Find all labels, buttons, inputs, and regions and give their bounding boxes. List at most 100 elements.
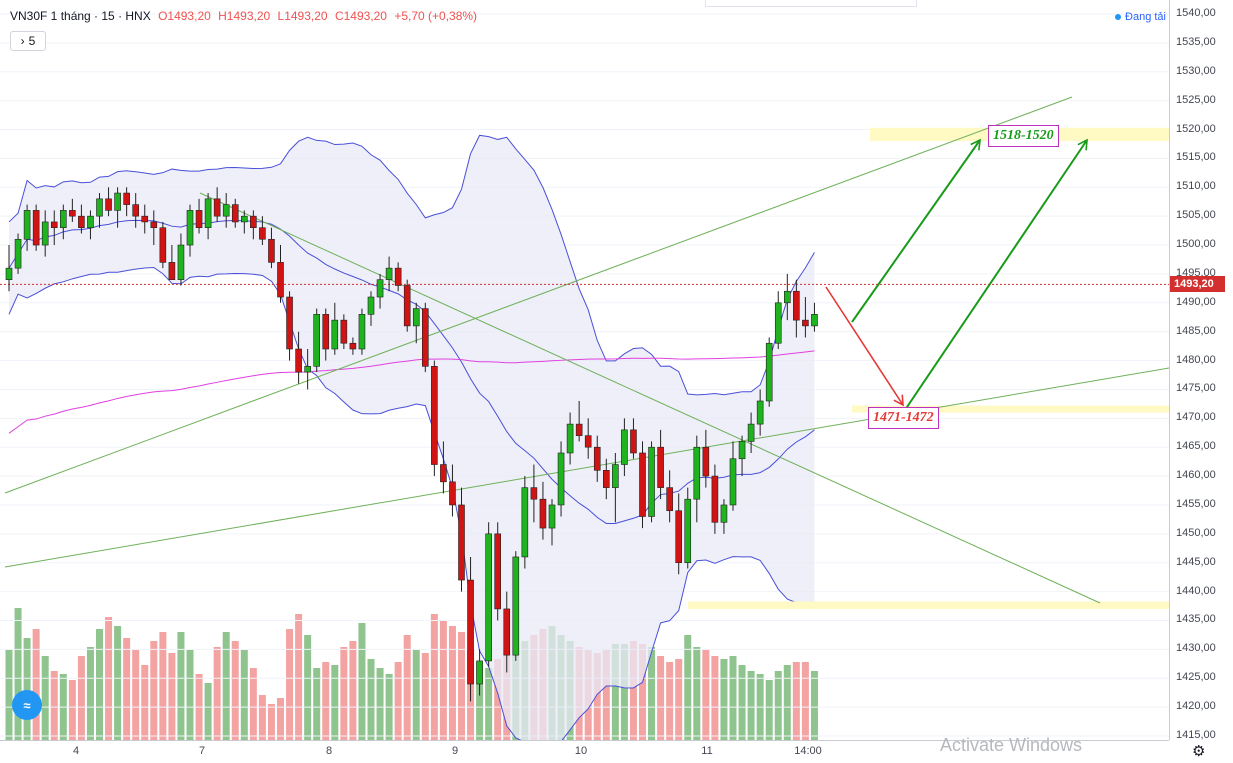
candle-body xyxy=(421,308,429,367)
price-chart[interactable] xyxy=(0,0,1169,740)
volume-bar xyxy=(50,671,58,740)
indicators-collapse-button[interactable]: › 5 xyxy=(10,31,46,51)
volume-bar xyxy=(168,653,176,740)
gear-icon[interactable]: ⚙ xyxy=(1192,743,1206,760)
x-tick-label: 10 xyxy=(574,745,588,757)
candle-body xyxy=(584,435,592,448)
candle-body xyxy=(114,192,121,211)
y-tick-label: 1465,00 xyxy=(1176,440,1216,453)
candle-body xyxy=(747,423,755,442)
change-value: +5,70 (+0,38%) xyxy=(394,9,478,23)
volume-bar xyxy=(666,662,674,740)
symbol-label[interactable]: VN30F 1 tháng · 15 · HNX xyxy=(10,9,151,23)
y-tick-label: 1475,00 xyxy=(1176,382,1216,395)
candle-body xyxy=(159,227,167,263)
chevron-right-icon: › xyxy=(20,34,25,48)
candle-body xyxy=(186,210,194,246)
loading-status: Đang tải xyxy=(1115,11,1166,23)
volume-bar xyxy=(14,608,22,740)
candle-body xyxy=(14,238,22,269)
candle-body xyxy=(141,215,149,223)
candle-body xyxy=(132,204,139,217)
y-tick-label: 1485,00 xyxy=(1176,324,1216,337)
volume-bar xyxy=(132,650,140,740)
candle-body xyxy=(702,446,710,477)
candle-body xyxy=(811,314,818,327)
candle-body xyxy=(720,504,728,523)
x-tick-label: 8 xyxy=(325,745,333,757)
volume-bar xyxy=(213,647,221,740)
candle-body xyxy=(313,314,321,367)
candle-body xyxy=(793,290,800,321)
volume-bar xyxy=(240,650,248,740)
candle-body xyxy=(765,342,773,402)
candle-body xyxy=(612,464,619,488)
candle-body xyxy=(774,302,782,344)
candle-body xyxy=(322,314,330,350)
volume-bar xyxy=(720,659,728,740)
candle-body xyxy=(512,556,520,656)
candle-body xyxy=(431,366,438,465)
candle-body xyxy=(711,475,719,523)
candle-body xyxy=(304,366,311,373)
y-tick-label: 1505,00 xyxy=(1176,209,1216,222)
volume-bars xyxy=(5,608,818,740)
candle-body xyxy=(78,215,85,229)
y-tick-label: 1470,00 xyxy=(1176,411,1216,424)
volume-bar xyxy=(267,704,275,740)
volume-bar xyxy=(485,668,493,740)
volume-bar xyxy=(367,659,375,740)
legend-header: VN30F 1 tháng · 15 · HNX O1493,20 H1493,… xyxy=(10,9,477,23)
volume-bar xyxy=(349,641,357,740)
candle-body xyxy=(657,446,664,488)
y-tick-label: 1495,00 xyxy=(1176,266,1216,279)
candle-body xyxy=(648,446,655,517)
y-tick-label: 1420,00 xyxy=(1176,700,1216,713)
candle-body xyxy=(566,423,574,454)
bollinger-fill xyxy=(9,135,815,740)
price-axis[interactable]: 1540,00 1535,00 1530,00 1525,00 1520,00 1515,… xyxy=(1169,0,1233,741)
volume-bar xyxy=(340,647,348,740)
volume-bar xyxy=(331,665,339,740)
candle-body xyxy=(575,423,583,436)
y-tick-label: 1455,00 xyxy=(1176,497,1216,510)
candle-body xyxy=(376,279,384,298)
volume-bar xyxy=(648,647,656,740)
candle-body xyxy=(458,504,465,581)
x-tick-label: 4 xyxy=(72,745,80,757)
candle-body xyxy=(729,458,737,506)
candle-body xyxy=(222,204,230,217)
volume-bar xyxy=(5,650,13,740)
volume-bar xyxy=(693,647,701,740)
volume-bar xyxy=(412,650,420,740)
candle-body xyxy=(467,579,474,685)
volume-bar xyxy=(810,671,818,740)
candles xyxy=(5,187,818,702)
y-tick-label: 1440,00 xyxy=(1176,584,1216,597)
candle-body xyxy=(123,192,130,205)
x-tick-label: 9 xyxy=(451,745,459,757)
volume-bar xyxy=(711,656,719,740)
candle-body xyxy=(349,342,357,350)
activate-windows-watermark: Activate Windows xyxy=(940,735,1083,755)
support-zone-label: 1471-1472 xyxy=(868,407,939,429)
high-value: H1493,20 xyxy=(218,9,271,23)
candle-body xyxy=(802,319,809,327)
status-dot-icon xyxy=(1115,14,1122,21)
volume-bar xyxy=(675,659,683,740)
trendline xyxy=(4,96,1073,494)
y-tick-label: 1435,00 xyxy=(1176,613,1216,626)
time-axis[interactable]: 4 7 8 9 10 11 14:00 xyxy=(0,740,1169,763)
candle-body xyxy=(331,319,339,350)
volume-bar xyxy=(249,668,257,740)
y-tick-label: 1480,00 xyxy=(1176,353,1216,366)
volume-bar xyxy=(204,683,212,740)
arrows xyxy=(825,138,1088,411)
last-price-tag: 1493,20 xyxy=(1170,276,1225,293)
tradingview-logo-icon[interactable]: ≈ xyxy=(12,690,42,720)
volume-bar xyxy=(77,656,85,740)
volume-bar xyxy=(231,641,239,740)
candle-body xyxy=(213,198,221,217)
volume-bar xyxy=(304,635,312,740)
y-tick-label: 1430,00 xyxy=(1176,642,1216,655)
